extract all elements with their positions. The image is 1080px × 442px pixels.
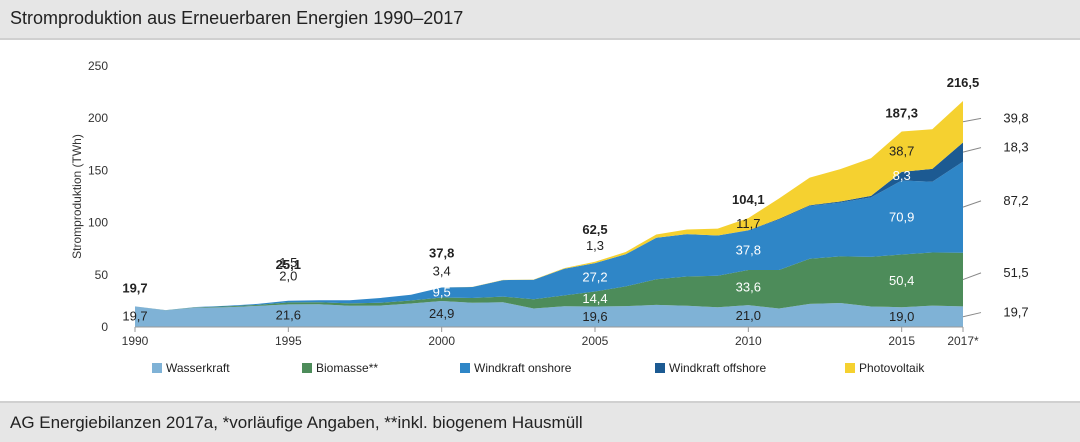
legend-swatch <box>460 363 470 373</box>
y-tick-label: 0 <box>101 320 108 334</box>
stacked-area-chart: 0 50 100 150 200 250 1990 1995 2000 2005 2010 2015 2… <box>70 59 1029 375</box>
x-tick-label: 2017* <box>947 334 979 348</box>
y-tick-label: 150 <box>88 163 108 177</box>
total-label: 187,3 <box>885 105 918 120</box>
area-windkraftonshore <box>135 161 963 311</box>
data-label: 24,9 <box>429 306 454 321</box>
total-label: 19,7 <box>122 280 147 295</box>
area-photovoltaik <box>135 101 963 311</box>
area-wasserkraft <box>135 301 963 327</box>
data-label: 1,3 <box>586 238 604 253</box>
data-label: 11,7 <box>736 216 760 231</box>
total-label: 216,5 <box>947 75 980 90</box>
data-label: 3,4 <box>433 263 451 278</box>
y-axis-label: Stromproduktion (TWh) <box>70 134 84 259</box>
legend-label: Biomasse** <box>316 361 378 375</box>
chart-title: Stromproduktion aus Erneuerbaren Energie… <box>10 8 464 28</box>
end-label: 39,8 <box>1003 110 1028 125</box>
data-label: 21,0 <box>736 308 761 323</box>
data-label: 14,4 <box>582 291 607 306</box>
data-label: 38,7 <box>889 144 914 159</box>
x-tick-label: 2010 <box>735 334 762 348</box>
end-label-leader <box>962 272 982 281</box>
total-label: 62,5 <box>582 222 607 237</box>
end-label-leader <box>962 117 982 123</box>
data-label: 8,3 <box>893 168 911 183</box>
y-tick-label: 250 <box>88 59 108 73</box>
area-biomasse <box>135 252 963 311</box>
y-tick-label: 50 <box>95 268 109 282</box>
legend-swatch <box>655 363 665 373</box>
data-label: 2,0 <box>279 268 297 283</box>
end-label-leader <box>962 200 982 208</box>
data-label: 27,2 <box>582 269 607 284</box>
x-tick-label: 2005 <box>582 334 609 348</box>
end-label-leader <box>962 147 982 153</box>
data-label: 70,9 <box>889 210 914 225</box>
data-label: 19,6 <box>582 309 607 324</box>
data-label: 1,5 <box>279 255 297 270</box>
x-tick-label: 1995 <box>275 334 302 348</box>
source-note: AG Energiebilanzen 2017a, *vorläufige An… <box>10 413 583 432</box>
total-label: 25,1 <box>276 257 301 272</box>
legend-label: Photovoltaik <box>859 361 925 375</box>
end-label-leader <box>962 312 982 318</box>
legend-swatch <box>845 363 855 373</box>
end-label: 18,3 <box>1003 140 1028 155</box>
source-bar: AG Energiebilanzen 2017a, *vorläufige An… <box>0 401 1080 442</box>
end-label: 19,7 <box>1003 305 1028 320</box>
data-label: 50,4 <box>889 273 914 288</box>
end-label: 87,2 <box>1003 193 1028 208</box>
data-label: 9,5 <box>433 284 451 299</box>
x-tick-label: 2015 <box>888 334 915 348</box>
y-tick-label: 200 <box>88 111 108 125</box>
chart-title-bar: Stromproduktion aus Erneuerbaren Energie… <box>0 0 1080 40</box>
total-label: 37,8 <box>429 246 454 261</box>
data-label: 21,6 <box>276 308 301 323</box>
data-label: 19,0 <box>889 309 914 324</box>
x-tick-label: 1990 <box>122 334 149 348</box>
legend-label: Wasserkraft <box>166 361 230 375</box>
data-label: 33,6 <box>736 280 761 295</box>
legend-label: Windkraft onshore <box>474 361 572 375</box>
total-label: 104,1 <box>732 192 765 207</box>
end-label: 51,5 <box>1003 265 1028 280</box>
x-tick-label: 2000 <box>428 334 455 348</box>
legend-swatch <box>302 363 312 373</box>
y-tick-label: 100 <box>88 216 108 230</box>
data-label: 37,8 <box>736 242 761 257</box>
legend-swatch <box>152 363 162 373</box>
data-label: 19,7 <box>122 309 147 324</box>
legend-label: Windkraft offshore <box>669 361 766 375</box>
